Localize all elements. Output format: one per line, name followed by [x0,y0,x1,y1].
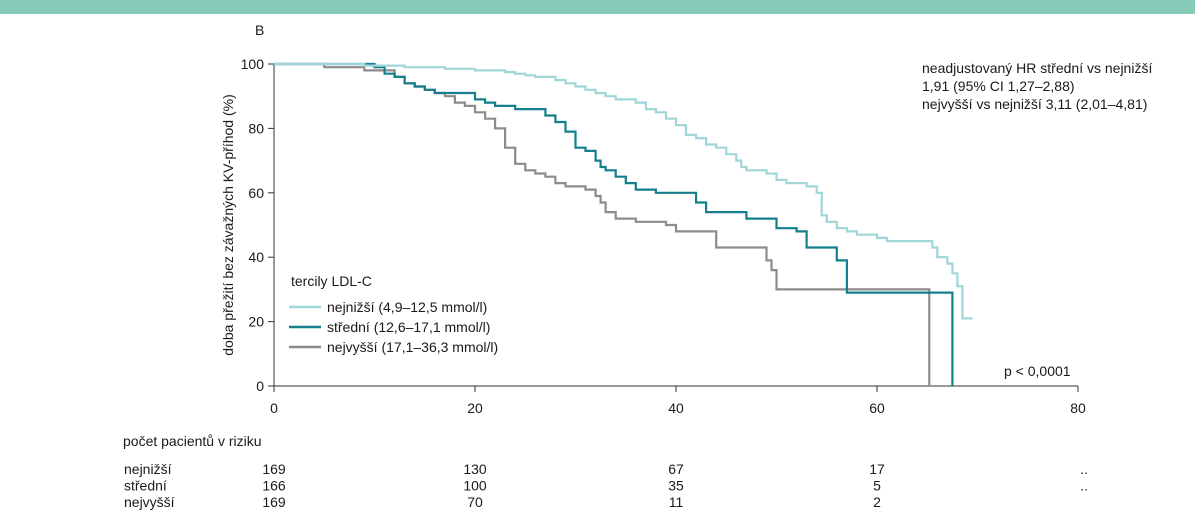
y-tick-label: 20 [248,314,264,330]
x-tick-label: 20 [467,400,483,416]
risk-row-label: nejnižší [124,461,172,477]
survival-curves [274,62,973,386]
annotation-line-1: neadjustovaný HR střední vs nejnižší [922,60,1152,76]
y-tick-label: 0 [256,378,264,394]
legend-title: tercily LDL-C [291,273,372,289]
risk-row-label: nejvyšší [124,494,175,510]
risk-cell: 169 [262,494,286,510]
risk-row-label: střední [124,478,167,494]
risk-cell: 166 [262,478,286,494]
risk-table: nejnižší 169 130 67 17 .. střední 166 100 35 5 .. ne… [124,461,1088,510]
risk-cell: 67 [668,461,684,477]
x-tick-label: 40 [668,400,684,416]
y-tick-label: 80 [248,120,264,136]
legend-entry: střední (12,6–17,1 mmol/l) [327,319,490,335]
risk-cell: .. [1080,478,1088,494]
risk-cell: 5 [873,478,881,494]
legend-entry: nejvyšší (17,1–36,3 mmol/l) [327,339,498,355]
risk-cell: 2 [873,494,881,510]
risk-cell: 100 [463,478,487,494]
risk-table-title: počet pacientů v riziku [123,433,262,449]
risk-cell: 130 [463,461,487,477]
annotation-line-2: 1,91 (95% CI 1,27–2,88) [922,78,1075,94]
legend: nejnižší (4,9–12,5 mmol/l) střední (12,6–… [289,299,498,355]
risk-cell: 169 [262,461,286,477]
risk-cell: 11 [669,494,684,510]
y-tick-label: 40 [248,249,264,265]
x-tick-label: 0 [270,400,278,416]
y-tick-label: 60 [248,185,264,201]
x-tick-label: 80 [1070,400,1086,416]
header-color-bar [0,0,1195,14]
risk-cell: .. [1080,461,1088,477]
panel-label: B [255,22,264,38]
risk-cell: 35 [668,478,684,494]
risk-cell: 70 [467,494,483,510]
y-axis-label: doba přežití bez závažných KV-příhod (%) [220,94,236,355]
risk-cell: 17 [869,461,885,477]
y-tick-label: 100 [241,56,265,72]
x-tick-label: 60 [869,400,885,416]
y-axis: 0 20 40 60 80 100 [241,56,275,394]
series-line-1 [274,62,954,386]
annotation-line-3: nejvyšší vs nejnižší 3,11 (2,01–4,81) [922,96,1147,112]
legend-entry: nejnižší (4,9–12,5 mmol/l) [327,299,487,315]
series-line-0 [274,62,973,320]
x-axis: 0 20 40 60 80 [270,385,1086,416]
p-value: p < 0,0001 [1004,363,1071,379]
series-line-2 [274,62,931,386]
